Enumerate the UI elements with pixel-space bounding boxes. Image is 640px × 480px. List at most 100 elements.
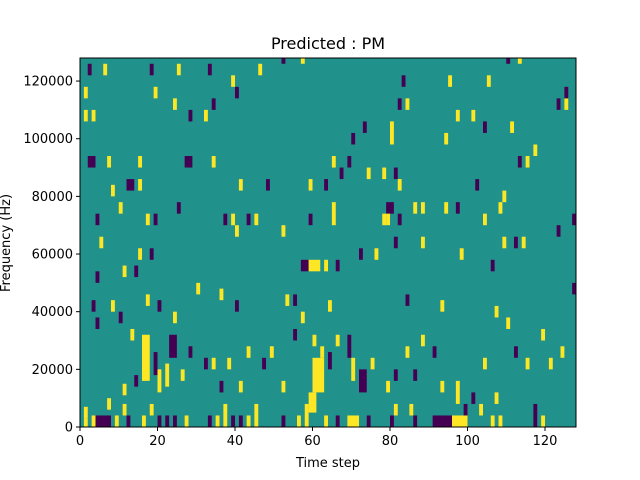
heatmap-cell-low (517, 156, 522, 168)
heatmap-cell-low (347, 334, 352, 358)
heatmap-cell-high (502, 236, 507, 249)
heatmap-cell-high (331, 156, 336, 168)
heatmap-cell-high (312, 357, 325, 393)
heatmap-cell-low (556, 98, 561, 110)
heatmap-cell-low (188, 346, 193, 358)
heatmap-cell-high (444, 132, 449, 145)
heatmap-cell-high (393, 403, 398, 416)
heatmap-cell-high (238, 179, 243, 191)
heatmap-cell-high (145, 294, 150, 306)
heatmap-cell-high (285, 294, 290, 306)
heatmap-cell-high (312, 334, 317, 347)
heatmap-cell-high (138, 179, 143, 191)
heatmap-cell-high (498, 415, 503, 427)
heatmap-cell-high (483, 357, 487, 370)
heatmap-cell-high (506, 317, 511, 329)
heatmap-cell-low (339, 167, 344, 180)
heatmap-cell-low (475, 179, 480, 191)
heatmap-cell-high (409, 403, 414, 416)
heatmap-cell-high (118, 202, 123, 214)
heatmap-cell-high (479, 403, 484, 416)
x-tick-label: 100 (455, 434, 480, 449)
heatmap-cell-high (494, 392, 499, 404)
heatmap-cell-high (517, 58, 522, 64)
heatmap-cell-low (207, 415, 212, 427)
heatmap-cell-low (207, 63, 212, 76)
heatmap-cell-high (366, 167, 371, 180)
heatmap-cell-high (83, 418, 88, 427)
heatmap-cells (83, 58, 577, 427)
heatmap-cell-high (211, 357, 216, 370)
heatmap-cell-low (149, 63, 154, 76)
heatmap-cell-low (413, 415, 418, 427)
heatmap-cell-high (304, 403, 309, 427)
heatmap-cell-high (459, 248, 464, 260)
heatmap-cell-low (165, 415, 170, 427)
heatmap-cell-low (432, 415, 453, 427)
heatmap-cell-low (300, 259, 309, 272)
heatmap-cell-low (514, 346, 518, 358)
heatmap-cell-high (390, 121, 394, 145)
heatmap-cell-high (328, 300, 332, 312)
heatmap-cell-high (308, 392, 317, 413)
heatmap-cell-low (223, 213, 228, 226)
heatmap-cell-high (142, 334, 150, 381)
heatmap-cell-high (184, 415, 189, 427)
heatmap-cell-high (440, 300, 445, 312)
heatmap-cell-high (297, 415, 301, 427)
heatmap-cell-high (421, 202, 425, 214)
heatmap-cell-high (111, 300, 115, 312)
heatmap-cell-low (281, 415, 286, 427)
heatmap-cell-low (204, 357, 208, 370)
heatmap-cell-high (223, 403, 228, 427)
heatmap-cell-high (405, 98, 410, 110)
heatmap-cell-low (184, 156, 193, 168)
heatmap-cell-high (235, 225, 239, 237)
y-tick-label: 120000 (23, 75, 73, 90)
x-tick-label: 120 (533, 434, 558, 449)
heatmap-cell-high (486, 75, 491, 87)
heatmap-cell-low (153, 213, 158, 226)
heatmap-cell-high (180, 369, 185, 381)
heatmap-cell-low (231, 415, 236, 427)
heatmap-cell-low (401, 75, 406, 87)
heatmap-cell-high (91, 109, 96, 122)
heatmap-cell-high (448, 75, 453, 87)
heatmap-cell-high (502, 190, 507, 203)
heatmap-cell-high (320, 346, 325, 358)
heatmap-cell-low (397, 213, 402, 226)
heatmap-cell-high (374, 248, 379, 260)
heatmap-cell-low (91, 300, 96, 312)
y-tick-label: 40000 (32, 305, 73, 320)
heatmap-cell-low (169, 334, 177, 358)
heatmap-cell-low (351, 132, 356, 145)
heatmap-cell-low (149, 248, 154, 260)
heatmap-cell-low (173, 415, 177, 427)
x-tick-label: 60 (304, 434, 321, 449)
x-axis-label: Time step (295, 456, 360, 471)
heatmap-cell-high (176, 63, 181, 76)
heatmap-cell-low (157, 300, 162, 312)
heatmap-cell-low (95, 415, 111, 427)
y-tick-label: 60000 (32, 248, 73, 263)
heatmap-cell-low (366, 415, 371, 427)
heatmap-cell-high (521, 236, 526, 249)
heatmap-cell-high (510, 121, 515, 133)
heatmap-cell-high (382, 213, 387, 226)
heatmap-cell-high (421, 236, 425, 249)
heatmap-cell-low (176, 202, 181, 214)
heatmap-cell-low (335, 259, 340, 272)
heatmap-cell-high (107, 398, 112, 410)
heatmap-cell-high (347, 415, 360, 427)
heatmap-cell-low (126, 415, 131, 427)
y-axis-label: Frequency (Hz) (0, 194, 14, 292)
heatmap-cell-high (335, 334, 340, 347)
y-axis: 0 20000 40000 60000 80000 100000 120000 (23, 75, 80, 436)
heatmap-cell-high (455, 109, 460, 122)
heatmap-cell-high (99, 236, 104, 249)
x-tick-label: 40 (227, 434, 244, 449)
heatmap-cell-high (204, 109, 208, 122)
y-tick-label: 80000 (32, 190, 73, 205)
heatmap-cell-high (421, 334, 425, 347)
heatmap-cell-high (483, 213, 487, 226)
